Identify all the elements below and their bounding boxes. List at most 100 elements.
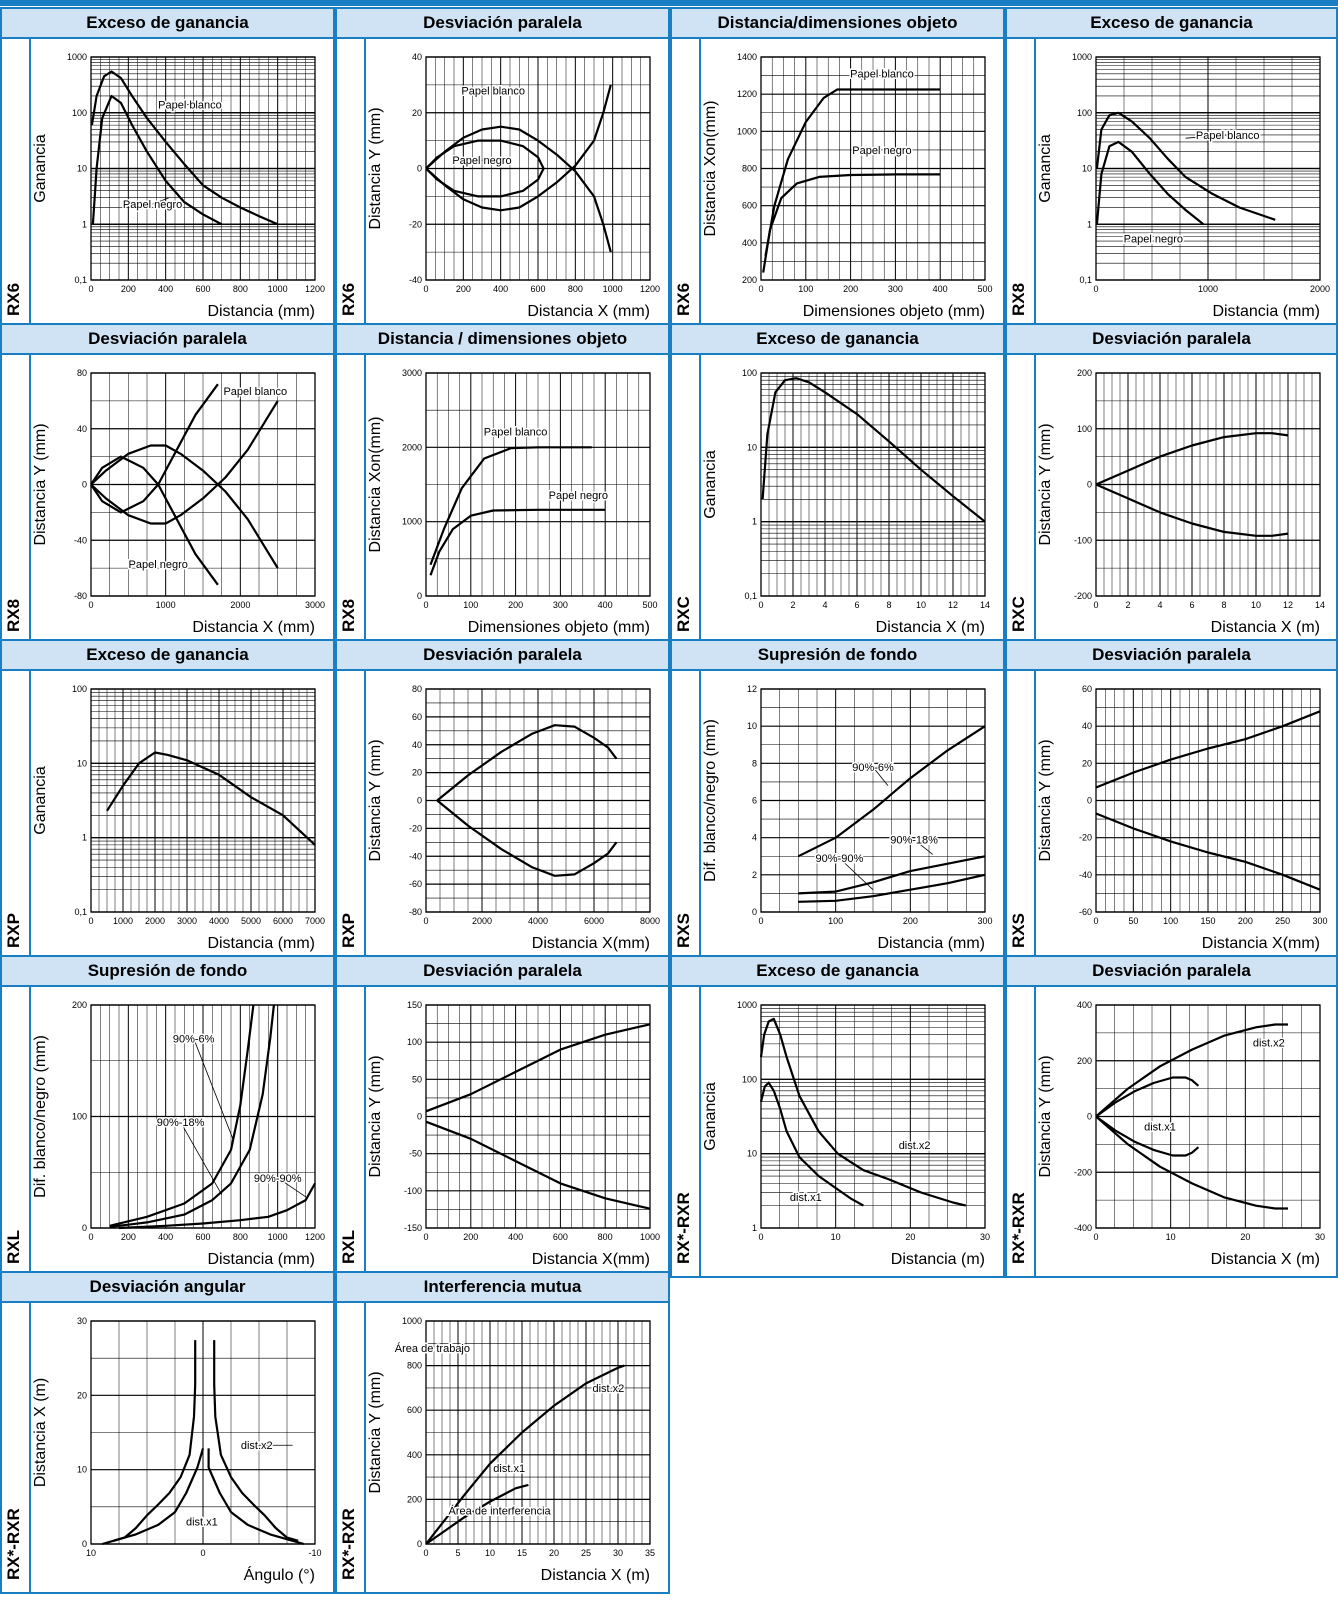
- series-line: [1095, 1115, 1288, 1210]
- series-line: [436, 724, 618, 802]
- series-line: [425, 139, 545, 198]
- series-line: [90, 383, 219, 486]
- x-tick-label: 0: [200, 1548, 205, 1558]
- x-axis-label: Dimensiones objeto (mm): [468, 619, 650, 636]
- x-tick-label: 0: [423, 1548, 428, 1558]
- x-tick-label: 400: [158, 284, 173, 294]
- chart-title: Distancia / dimensiones objeto: [337, 325, 668, 355]
- x-tick-label: 10: [485, 1548, 495, 1558]
- y-tick-label: 0: [417, 1539, 422, 1549]
- x-tick-label: 10: [1166, 1232, 1176, 1242]
- annotation-label: Papel negro: [852, 145, 911, 157]
- y-tick-label: -100: [404, 1186, 422, 1196]
- y-tick-label: 10: [1082, 164, 1092, 174]
- model-label: RX8: [4, 598, 23, 632]
- x-tick-label: 3000: [177, 916, 197, 926]
- annotation-leader: [193, 1038, 234, 1139]
- y-tick-label: 2000: [402, 442, 422, 452]
- chart-plot: 0 50 100 150 200 250 300 -60 -40 -20 0 20 40 60 Distan…: [1037, 684, 1328, 952]
- model-label: RXL: [4, 1230, 23, 1264]
- x-tick-label: 100: [828, 916, 843, 926]
- series-line: [425, 1023, 651, 1113]
- y-tick-label: 0: [82, 1223, 87, 1233]
- x-axis-label: Distancia X(mm): [532, 1251, 650, 1268]
- chart-plot: 0 200 400 600 800 1000 1200 -40 -20 0 20 40 Distanci…: [367, 52, 660, 320]
- y-tick-label: -40: [409, 275, 422, 285]
- model-sidebar: RXP: [2, 671, 31, 960]
- x-tick-label: 400: [493, 284, 508, 294]
- annotation-label: Papel negro: [123, 199, 182, 211]
- model-label: RXS: [674, 913, 693, 948]
- chart-panel: Desviación paralela RX6 0 200 400 600 800 1000 1…: [335, 7, 670, 330]
- top-bar: [0, 0, 1338, 6]
- x-tick-label: 0: [758, 916, 763, 926]
- x-tick-label: -10: [308, 1548, 321, 1558]
- y-tick-label: 200: [407, 1494, 422, 1504]
- y-tick-label: 200: [1077, 368, 1092, 378]
- model-sidebar: RXC: [672, 355, 701, 644]
- chart-plot: 0 100 200 300 400 500 200 400 600 800 1000 1200 1400…: [702, 52, 993, 320]
- series-line: [118, 1182, 316, 1230]
- chart-title: Desviación paralela: [2, 325, 333, 355]
- chart-panel: Desviación angular RX*-RXR 10 0 -10 0 10 20 30 Án…: [0, 1271, 335, 1594]
- chart-panel: Desviación paralela RXL 0 200 400 600 800 1000-…: [335, 955, 670, 1278]
- annotation-label: dist.x2: [1253, 1038, 1285, 1050]
- series-line: [429, 508, 606, 576]
- annotation-label: dist.x1: [790, 1192, 822, 1204]
- annotation-label: 90%-18%: [157, 1117, 205, 1129]
- annotation-label: Papel negro: [129, 559, 188, 571]
- y-tick-label: 30: [77, 1316, 87, 1326]
- annotation-label: Papel blanco: [158, 100, 222, 112]
- y-tick-label: 1000: [402, 1316, 422, 1326]
- x-tick-label: 2: [1125, 600, 1130, 610]
- chart-panel: Desviación paralela RX8 0 1000 2000 3000 -80 -4…: [0, 323, 335, 646]
- y-tick-label: 10: [77, 758, 87, 768]
- model-label: RX6: [674, 282, 693, 316]
- x-tick-label: 250: [1275, 916, 1290, 926]
- annotation-label: Papel blanco: [484, 427, 548, 439]
- x-tick-label: 6: [1189, 600, 1194, 610]
- series-line: [1095, 812, 1321, 891]
- series-line: [761, 377, 986, 523]
- x-tick-label: 6000: [584, 916, 604, 926]
- model-sidebar: RX*-RXR: [2, 1303, 31, 1592]
- y-tick-label: 10: [77, 1465, 87, 1475]
- y-tick-label: 800: [742, 164, 757, 174]
- y-tick-label: 100: [1077, 424, 1092, 434]
- series-line: [90, 400, 279, 525]
- x-tick-label: 8: [886, 600, 891, 610]
- y-tick-label: 100: [407, 1037, 422, 1047]
- x-tick-label: 20: [549, 1548, 559, 1558]
- x-tick-label: 10: [1251, 600, 1261, 610]
- x-tick-label: 600: [553, 1232, 568, 1242]
- y-tick-label: 0,1: [1079, 275, 1092, 285]
- chart-plot: 0 2 4 6 8 10 12 14 -200 -100 0 100 200 Distancia X (m…: [1037, 368, 1325, 636]
- model-sidebar: RXS: [1007, 671, 1036, 960]
- y-tick-label: -150: [404, 1223, 422, 1233]
- model-sidebar: RXP: [337, 671, 366, 960]
- y-tick-label: 4: [752, 833, 757, 843]
- x-axis-label: Distancia (mm): [207, 935, 315, 952]
- x-tick-label: 400: [598, 600, 613, 610]
- model-sidebar: RXS: [672, 671, 701, 960]
- y-tick-label: -40: [409, 851, 422, 861]
- annotation-label: 90%-90%: [254, 1173, 302, 1185]
- x-tick-label: 300: [553, 600, 568, 610]
- x-tick-label: 4: [1157, 600, 1162, 610]
- x-axis-label: Distancia X (mm): [192, 619, 315, 636]
- annotation-label: Área de trabajo: [395, 1342, 470, 1355]
- x-tick-label: 200: [121, 1232, 136, 1242]
- series-line: [109, 1004, 255, 1227]
- model-sidebar: RX8: [1007, 39, 1036, 328]
- chart-panel: Desviación paralela RXP 0 2000 4000 6000 8000 -…: [335, 639, 670, 962]
- x-tick-label: 1000: [603, 284, 623, 294]
- y-axis-label: Distancia Xon(mm): [702, 100, 719, 236]
- x-tick-label: 400: [933, 284, 948, 294]
- chart-title: Desviación paralela: [1007, 641, 1336, 671]
- y-axis-label: Distancia Y (mm): [367, 1371, 384, 1493]
- y-tick-label: 1200: [737, 89, 757, 99]
- x-tick-label: 30: [613, 1548, 623, 1558]
- y-tick-label: 0: [417, 1112, 422, 1122]
- y-axis-label: Distancia Y (mm): [1037, 423, 1054, 545]
